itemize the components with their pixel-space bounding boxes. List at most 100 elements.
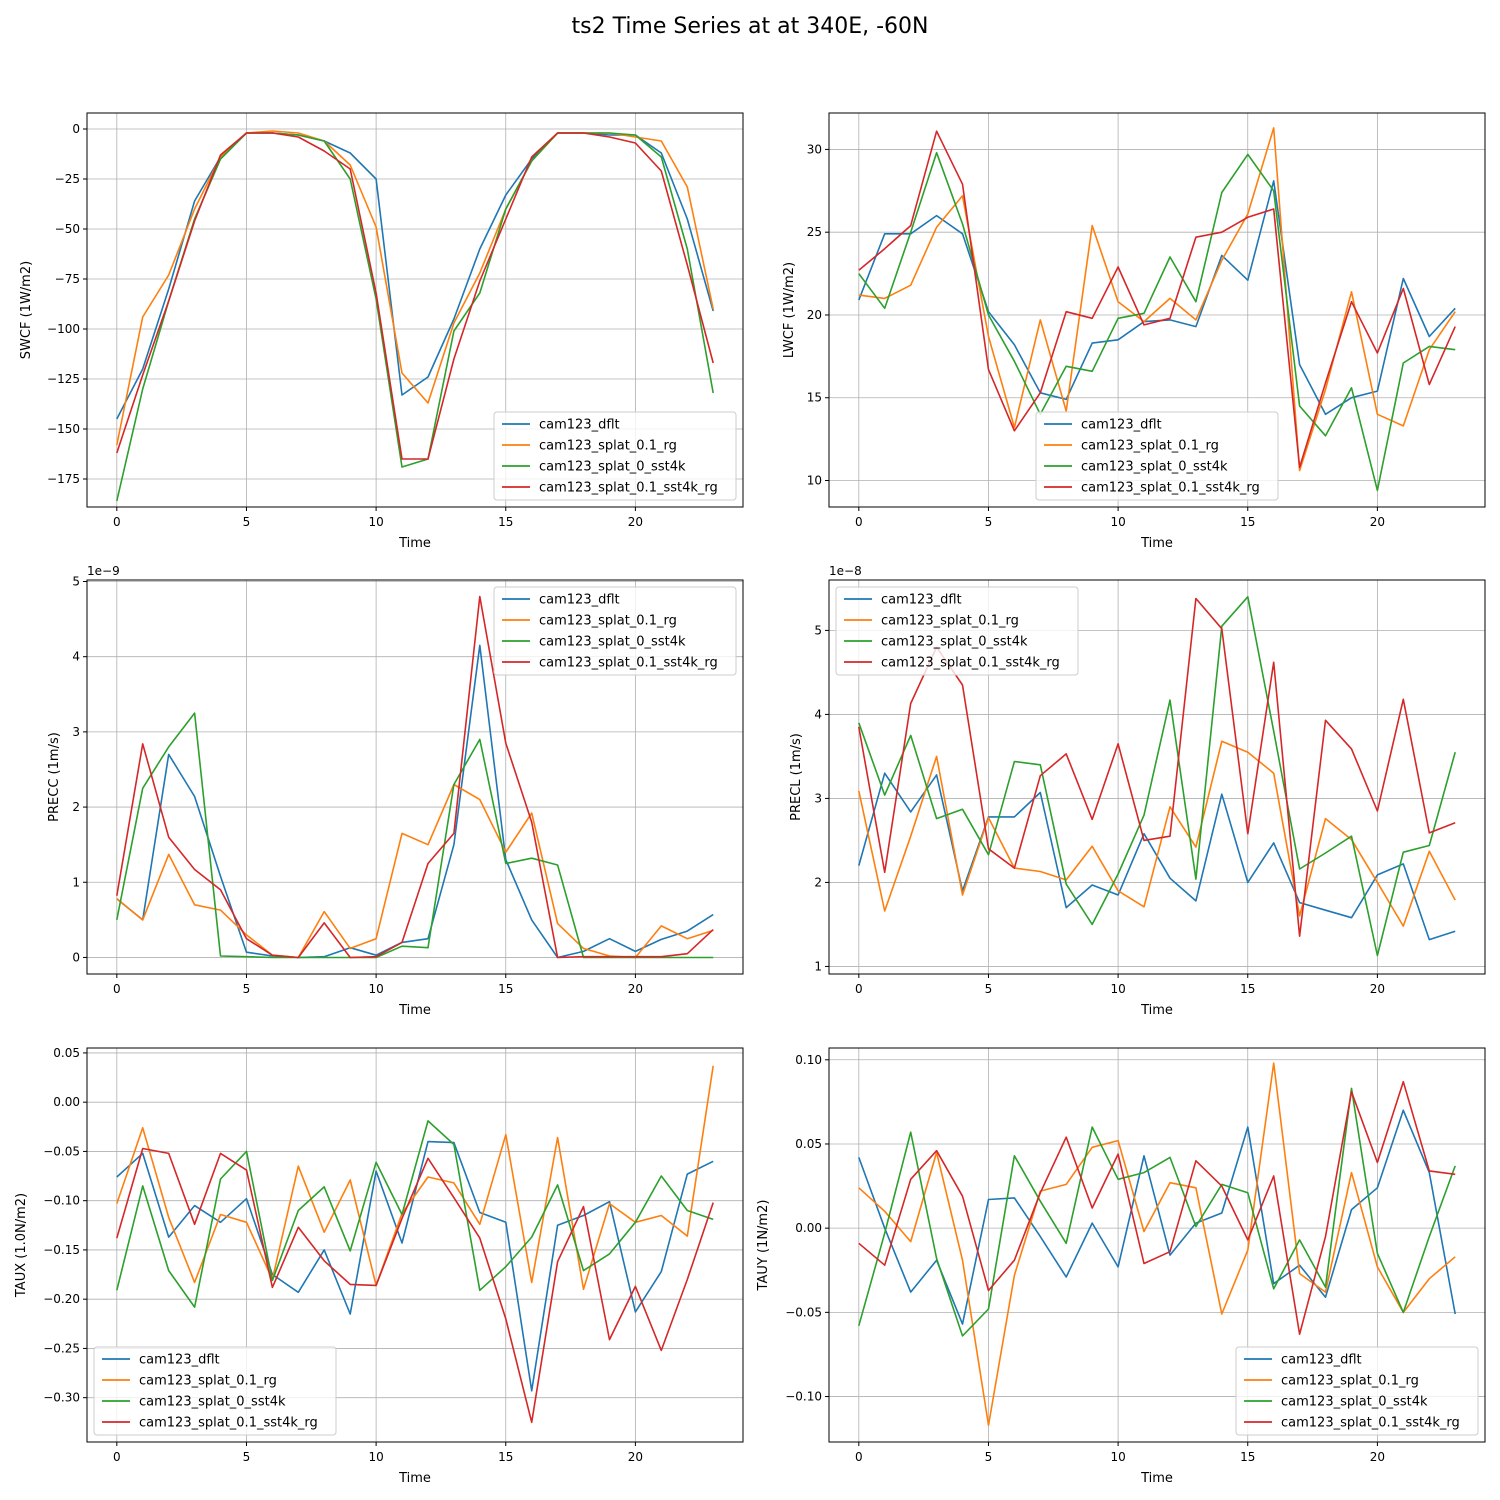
- series-line-2: [858, 740, 1456, 927]
- legend-label-2: cam123_splat_0.1_rg: [1081, 439, 1219, 454]
- x-tick-label: 5: [243, 515, 251, 529]
- y-tick-label: −0.25: [43, 1341, 80, 1355]
- legend-box: [1235, 1346, 1479, 1436]
- x-tick-label: 15: [498, 515, 513, 529]
- x-tick-label: 20: [628, 515, 643, 529]
- series-line-1: [116, 644, 714, 959]
- legend-box: [493, 411, 737, 501]
- legend: cam123_dflt cam123_splat_0.1_rg cam123_spl…: [835, 586, 1079, 676]
- y-tick-label: −175: [47, 472, 80, 486]
- figure-title: ts2 Time Series at at 340E, -60N: [571, 14, 929, 39]
- y-tick-label: 3: [814, 791, 822, 805]
- y-tick-label: −100: [47, 322, 80, 336]
- y-axis-label: PRECL (1m/s): [789, 733, 804, 821]
- y-tick-label: −0.10: [43, 1194, 80, 1208]
- series-line-1: [116, 132, 714, 420]
- series-line-2: [858, 127, 1456, 472]
- legend-label-1: cam123_dflt: [539, 418, 620, 433]
- x-tick-label: 20: [628, 1450, 643, 1464]
- series-line-3: [116, 712, 714, 959]
- legend-label-2: cam123_splat_0.1_rg: [539, 614, 677, 629]
- x-tick-label: 15: [1240, 982, 1255, 996]
- y-tick-label: −0.05: [785, 1305, 822, 1319]
- series-line-3: [858, 151, 1456, 492]
- series-line-3: [858, 1087, 1456, 1337]
- series-line-4: [858, 1080, 1456, 1335]
- chart-6: 0 5 10 15 20 0.10 0.05 0.00 −0.05 −0.10 Time TAUY (…: [756, 1047, 1486, 1486]
- y-axis-label: TAUY (1N/m2): [756, 1200, 771, 1292]
- y-tick-label: 5: [814, 623, 822, 637]
- x-tick-label: 15: [498, 1450, 513, 1464]
- x-tick-label: 10: [368, 982, 383, 996]
- y-tick-label: 30: [807, 142, 822, 156]
- x-tick-label: 5: [985, 1450, 993, 1464]
- y-tick-label: 4: [814, 707, 822, 721]
- legend-box: [93, 1346, 337, 1436]
- y-tick-label: 0.00: [53, 1095, 80, 1109]
- x-tick-label: 5: [985, 515, 993, 529]
- axes-frame: [86, 112, 744, 508]
- x-tick-label: 5: [985, 982, 993, 996]
- x-tick-label: 0: [855, 982, 863, 996]
- legend-label-3: cam123_splat_0_sst4k: [1081, 460, 1228, 475]
- x-tick-label: 0: [113, 982, 121, 996]
- legend-label-3: cam123_splat_0_sst4k: [539, 635, 686, 650]
- chart-1: 0 5 10 15 20 0 −25 −50 −75 −100 −125 −150 −175 Time SW…: [19, 112, 744, 551]
- y-tick-label: −125: [47, 372, 80, 386]
- y-tick-label: −0.05: [43, 1144, 80, 1158]
- y-tick-label: 5: [72, 575, 80, 589]
- legend-label-1: cam123_dflt: [1081, 418, 1162, 433]
- x-axis-label: Time: [1140, 1003, 1173, 1018]
- legend: cam123_dflt cam123_splat_0.1_rg cam123_spl…: [1235, 1346, 1479, 1436]
- y-tick-label: −150: [47, 422, 80, 436]
- x-tick-label: 10: [368, 515, 383, 529]
- x-tick-label: 15: [1240, 1450, 1255, 1464]
- x-tick-label: 20: [1370, 1450, 1385, 1464]
- x-tick-label: 15: [1240, 515, 1255, 529]
- legend-label-3: cam123_splat_0_sst4k: [881, 635, 1028, 650]
- series-line-3: [116, 1120, 714, 1308]
- x-tick-label: 20: [1370, 982, 1385, 996]
- y-tick-label: 0.10: [795, 1053, 822, 1067]
- x-tick-label: 5: [243, 1450, 251, 1464]
- legend-label-2: cam123_splat_0.1_rg: [539, 439, 677, 454]
- y-tick-label: −75: [55, 272, 80, 286]
- y-axis-label: SWCF (1W/m2): [19, 261, 34, 359]
- legend-label-3: cam123_splat_0_sst4k: [139, 1395, 286, 1410]
- legend-label-1: cam123_dflt: [139, 1353, 220, 1368]
- legend-box: [835, 586, 1079, 676]
- legend-box: [1035, 411, 1279, 501]
- y-tick-label: 0.00: [795, 1221, 822, 1235]
- legend-label-1: cam123_dflt: [881, 593, 962, 608]
- legend-box: [493, 586, 737, 676]
- series-line-2: [116, 130, 714, 446]
- legend-label-3: cam123_splat_0_sst4k: [1281, 1395, 1428, 1410]
- series-line-1: [858, 180, 1456, 416]
- chart-2: 0 5 10 15 20 10 15 20 25 30 Time LWCF (1W/m2) cam123…: [782, 112, 1486, 551]
- legend-label-2: cam123_splat_0.1_rg: [1281, 1374, 1419, 1389]
- axes-frame: [86, 579, 744, 975]
- y-axis-label: LWCF (1W/m2): [782, 262, 797, 358]
- y-tick-label: 2: [814, 875, 822, 889]
- series-line-4: [116, 595, 714, 959]
- x-tick-label: 10: [1110, 982, 1125, 996]
- x-axis-label: Time: [1140, 536, 1173, 551]
- y-tick-label: −0.15: [43, 1243, 80, 1257]
- legend: cam123_dflt cam123_splat_0.1_rg cam123_spl…: [493, 411, 737, 501]
- y-axis-label: TAUX (1.0N/m2): [14, 1193, 29, 1298]
- axes-frame: [828, 112, 1486, 508]
- y-tick-label: 15: [807, 391, 822, 405]
- chart-4: 0 5 10 15 20 1 2 3 4 5 Time PRECL (1m/s) 1e−8 cam123_…: [789, 564, 1486, 1018]
- series-line-2: [116, 783, 714, 959]
- x-tick-label: 20: [628, 982, 643, 996]
- series-line-3: [116, 132, 714, 502]
- x-tick-label: 0: [855, 515, 863, 529]
- legend-label-4: cam123_splat_0.1_sst4k_rg: [1281, 1416, 1460, 1431]
- series-line-2: [116, 1065, 714, 1291]
- y-tick-label: 3: [72, 725, 80, 739]
- series-line-2: [858, 1062, 1456, 1426]
- x-axis-label: Time: [398, 1003, 431, 1018]
- x-axis-label: Time: [398, 1471, 431, 1486]
- y-tick-label: 20: [807, 308, 822, 322]
